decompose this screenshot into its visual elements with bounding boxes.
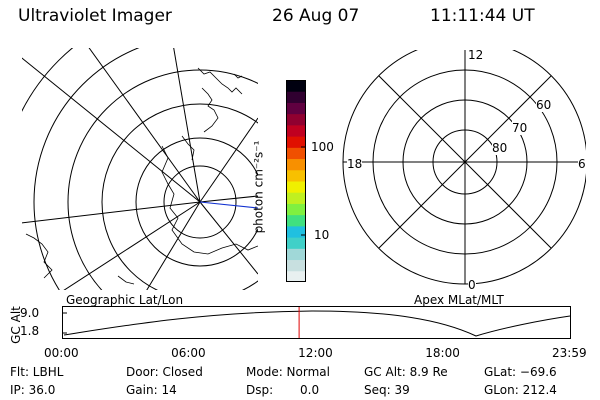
orbit-altitude-curve	[63, 310, 571, 337]
color-bar-segment	[286, 158, 306, 171]
mode-info: Mode: Normal	[246, 365, 330, 379]
orbit-xtick-label: 06:00	[171, 346, 206, 360]
coastline-island	[233, 73, 243, 79]
polar-grid	[342, 50, 586, 285]
dsp-value: 0.0	[300, 383, 320, 397]
lat-circle	[163, 165, 237, 239]
color-bar-segment	[286, 136, 306, 148]
mlt-label-12: 12	[468, 48, 484, 62]
noon-meridian-line	[199, 201, 258, 209]
color-bar-segment	[286, 80, 306, 92]
lon-line	[199, 195, 258, 203]
coastline-peninsula	[197, 67, 243, 95]
door-info: Door: Closed	[126, 365, 203, 379]
coastline-newzealand	[25, 233, 53, 279]
coastline-antarctica	[201, 87, 219, 133]
ip-info: IP: 36.0	[10, 383, 56, 397]
orbit-ytick-top: 9.0	[20, 306, 40, 320]
colorbar-unit-label: photon cm⁻²s⁻¹	[251, 140, 266, 234]
mlat-label-70: 70	[512, 121, 528, 135]
color-bar-frame	[286, 80, 306, 282]
color-bar-segment	[286, 259, 306, 272]
color-bar-segment	[286, 192, 306, 204]
apex-label: Apex MLat/MLT	[414, 293, 504, 307]
gc-alt-info: GC Alt: 8.9 Re	[364, 365, 448, 379]
coastline-antarctica	[181, 135, 195, 161]
orbit-xtick-label: 23:59	[552, 346, 587, 360]
instrument-title: Ultraviolet Imager	[18, 6, 172, 26]
filter-info: Flt: LBHL	[10, 365, 64, 379]
lon-line	[88, 48, 201, 203]
orbit-xtick-label: 00:00	[44, 346, 79, 360]
lon-line	[22, 201, 201, 224]
geographic-label: Geographic Lat/Lon	[66, 293, 184, 307]
lon-line	[173, 48, 201, 203]
date-label: 26 Aug 07	[272, 6, 360, 26]
color-bar-segment	[286, 270, 306, 282]
coastline-antarctica	[161, 145, 258, 255]
lon-line	[199, 201, 258, 275]
lon-line	[22, 57, 201, 203]
color-bar	[286, 80, 306, 282]
mlt-label-6: 6	[578, 157, 586, 171]
glat-info: GLat: −69.6	[484, 365, 557, 379]
color-bar-segment	[286, 214, 306, 227]
glon-info: GLon: 212.4	[484, 383, 557, 397]
orbit-xtick-label: 18:00	[425, 346, 460, 360]
orbit-ytick-bottom: 1.8	[20, 324, 40, 338]
orbit-xtick-label: 12:00	[298, 346, 333, 360]
mlt-label-0: 0	[468, 278, 476, 292]
orbit-plot	[62, 306, 571, 339]
color-bar-segment	[286, 181, 306, 193]
dsp-label: Dsp:	[246, 383, 274, 397]
seq-info: Seq: 39	[364, 383, 410, 397]
color-bar-segment	[286, 237, 306, 249]
lat-circle	[135, 137, 258, 267]
lon-line	[199, 117, 258, 203]
color-bar-segment	[286, 147, 306, 160]
orbit-plot-frame	[62, 306, 571, 339]
mlt-label-18: 18	[347, 157, 363, 171]
colorbar-tick-100: 100	[311, 140, 334, 154]
color-bar-segment	[286, 225, 306, 238]
lat-circle	[67, 69, 258, 290]
color-bar-segment	[286, 113, 306, 126]
mlt-line-diag	[378, 75, 552, 249]
lon-line	[146, 201, 201, 290]
lat-circle	[33, 48, 140, 290]
color-bar-segment	[286, 102, 306, 115]
lon-line	[63, 201, 201, 290]
color-bar-segment	[286, 203, 306, 216]
coastline-island	[117, 275, 135, 285]
colorbar-tick-10: 10	[314, 228, 330, 242]
lat-circle	[101, 103, 258, 290]
geographic-map	[22, 48, 258, 290]
color-bar-segment	[286, 124, 306, 137]
mlat-label-80: 80	[492, 141, 508, 155]
color-bar-segment	[286, 91, 306, 103]
time-label: 11:11:44 UT	[430, 6, 535, 26]
gain-info: Gain: 14	[126, 383, 177, 397]
mlat-label-60: 60	[536, 98, 552, 112]
color-bar-segment	[286, 248, 306, 261]
color-bar-segment	[286, 169, 306, 182]
